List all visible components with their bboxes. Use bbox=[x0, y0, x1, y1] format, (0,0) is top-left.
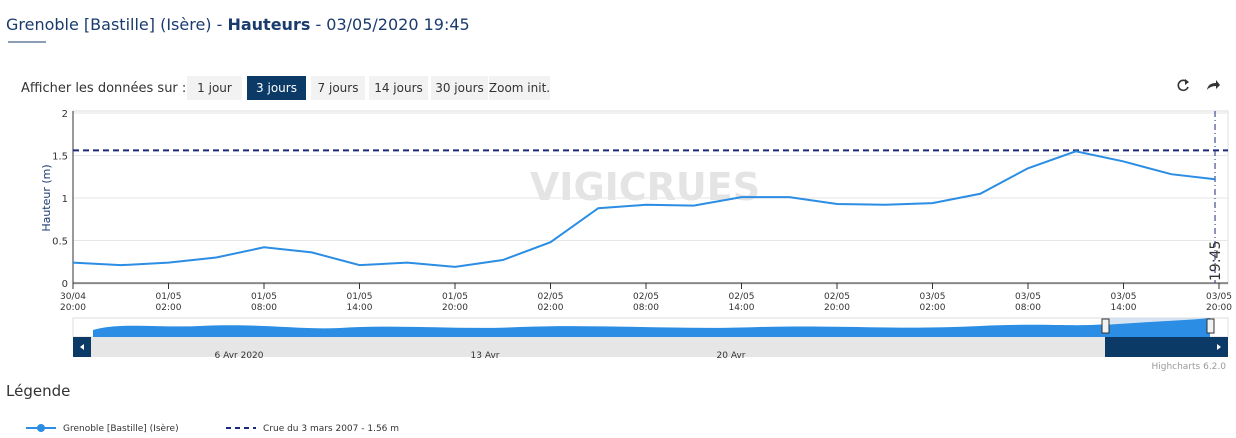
legend: Grenoble [Bastille] (Isère) Crue du 3 mar… bbox=[26, 423, 399, 434]
credits[interactable]: Highcharts 6.2.0 bbox=[1151, 362, 1226, 372]
share-icon[interactable] bbox=[1207, 80, 1220, 90]
range-button[interactable] bbox=[187, 76, 242, 100]
range-button-label: 3 jours bbox=[256, 81, 297, 95]
legend-label[interactable]: Crue du 3 mars 2007 - 1.56 m bbox=[263, 424, 399, 434]
x-tick-label: 01/05 14:00 bbox=[347, 292, 373, 313]
controls-label: Afficher les données sur : bbox=[21, 81, 186, 96]
legend-title: Légende bbox=[6, 382, 70, 400]
scrollbar-thumb[interactable] bbox=[1105, 337, 1210, 357]
legend-marker bbox=[37, 424, 45, 432]
navigator-label: 13 Avr bbox=[471, 351, 500, 361]
navigator-area-selected bbox=[1105, 318, 1210, 337]
x-tick-label: 02/05 14:00 bbox=[729, 292, 755, 313]
navigator-label: 6 Avr 2020 bbox=[214, 351, 263, 361]
x-tick-label: 02/05 20:00 bbox=[824, 292, 850, 313]
navigator bbox=[72, 317, 1229, 357]
title-station: Grenoble [Bastille] (Isère) - bbox=[6, 15, 227, 34]
series-line bbox=[72, 150, 1216, 268]
handle-right[interactable] bbox=[1206, 318, 1215, 334]
y-tick-label: 2 bbox=[62, 109, 68, 120]
handle-left[interactable] bbox=[1101, 318, 1110, 334]
x-tick-label: 03/05 02:00 bbox=[920, 292, 946, 313]
navigator-label: 20 Avr bbox=[717, 351, 746, 361]
arrow-left bbox=[80, 344, 84, 350]
page-title: Grenoble [Bastille] (Isère) - Hauteurs -… bbox=[6, 15, 470, 34]
arrow-right bbox=[1217, 344, 1221, 350]
x-tick-label: 02/05 08:00 bbox=[633, 292, 659, 313]
current-time-label: 19:45 bbox=[1208, 241, 1224, 281]
range-button-label: 30 jours bbox=[435, 81, 484, 95]
range-button[interactable] bbox=[247, 76, 306, 100]
scrollbar-track[interactable] bbox=[73, 337, 1228, 357]
x-tick-label: 01/05 02:00 bbox=[156, 292, 182, 313]
x-tick-label: 01/05 08:00 bbox=[251, 292, 277, 313]
range-button-label: 1 jour bbox=[197, 81, 232, 95]
x-tick-label: 03/05 08:00 bbox=[1015, 292, 1041, 313]
y-tick-label: 0.5 bbox=[52, 237, 68, 248]
range-button[interactable] bbox=[369, 76, 428, 100]
navigator-area bbox=[93, 324, 1105, 337]
x-tick-label: 30/04 20:00 bbox=[60, 292, 86, 313]
y-tick-label: 1 bbox=[62, 194, 68, 205]
x-tick-label: 01/05 20:00 bbox=[442, 292, 468, 313]
x-tick-label: 03/05 14:00 bbox=[1111, 292, 1137, 313]
y-axis-label: Hauteur (m) bbox=[40, 164, 53, 231]
range-button[interactable] bbox=[489, 76, 550, 100]
x-tick-label: 02/05 02:00 bbox=[538, 292, 564, 313]
y-tick-label: 0 bbox=[62, 279, 68, 290]
title-date: - 03/05/2020 19:45 bbox=[310, 15, 469, 34]
range-button[interactable] bbox=[431, 76, 488, 100]
watermark: VIGICRUES bbox=[530, 165, 760, 209]
refresh-icon[interactable] bbox=[1177, 79, 1189, 92]
range-button[interactable] bbox=[311, 76, 365, 100]
range-button-label: 7 jours bbox=[318, 81, 359, 95]
range-button-label: 14 jours bbox=[374, 81, 423, 95]
range-button-label: Zoom init. bbox=[489, 81, 550, 95]
title-measure: Hauteurs bbox=[227, 15, 310, 34]
y-tick-label: 1.5 bbox=[52, 152, 68, 163]
legend-label[interactable]: Grenoble [Bastille] (Isère) bbox=[63, 423, 179, 434]
x-tick-label: 03/05 20:00 bbox=[1206, 292, 1232, 313]
